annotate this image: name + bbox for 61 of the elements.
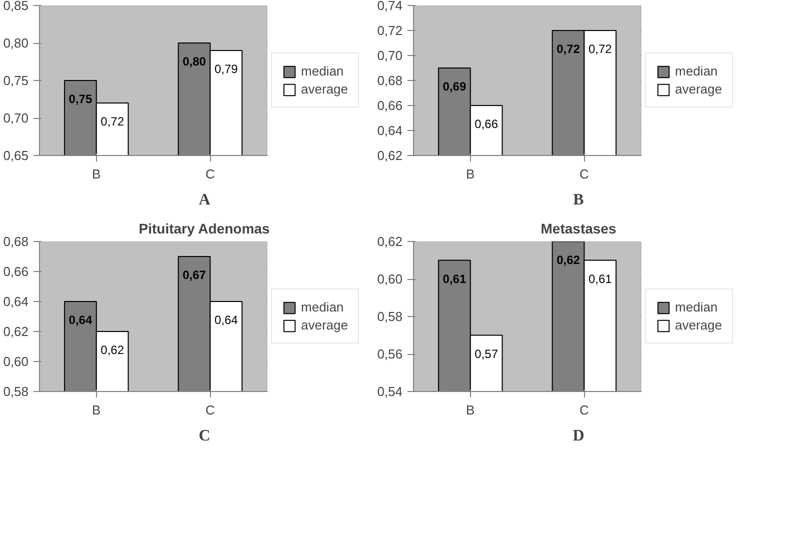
x-tick-label: C	[205, 402, 215, 418]
y-tick-label: 0,75	[3, 73, 29, 88]
text: D	[572, 428, 584, 444]
data-label: 0,57	[474, 346, 498, 361]
data-label: 0,61	[442, 272, 466, 286]
y-tick-label: 0,60	[377, 272, 403, 286]
y-tick-label: 0,66	[3, 264, 29, 279]
data-label: 0,61	[588, 272, 612, 286]
y-tick-label: 0,74	[377, 0, 403, 13]
data-label: 0,64	[68, 313, 92, 327]
data-label: 0,80	[182, 54, 206, 68]
legend-label: median	[301, 300, 344, 314]
text: C	[198, 428, 210, 444]
y-tick-label: 0,68	[377, 73, 403, 88]
x-tick-label: B	[466, 402, 475, 418]
data-label: 0,75	[68, 92, 92, 106]
chart-title: Metastases	[540, 220, 616, 236]
data-label: 0,64	[214, 313, 238, 327]
legend-label: average	[675, 318, 722, 332]
y-tick-label: 0,54	[377, 384, 403, 399]
data-label: 0,62	[556, 253, 580, 267]
x-tick-label: C	[205, 166, 215, 182]
y-tick-label: 0,80	[3, 36, 29, 50]
y-tick-label: 0,56	[377, 346, 403, 362]
data-label: 0,72	[100, 114, 124, 128]
x-tick-label: C	[579, 402, 589, 418]
legend-label: average	[301, 318, 348, 332]
chart-title: Pituitary Adenomas	[138, 220, 270, 236]
y-tick-label: 0,62	[377, 148, 403, 163]
y-tick-label: 0,70	[377, 48, 403, 63]
data-label: 0,67	[182, 268, 206, 282]
y-tick-label: 0,66	[377, 98, 403, 113]
data-label: 0,79	[214, 62, 238, 76]
data-label: 0,69	[442, 80, 466, 94]
data-label: 0,72	[588, 42, 612, 56]
y-tick-label: 0,64	[377, 123, 403, 138]
y-tick-label: 0,85	[3, 0, 29, 13]
x-tick-label: C	[579, 166, 589, 182]
data-label: 0,66	[474, 117, 498, 131]
y-tick-label: 0,70	[3, 110, 29, 126]
x-tick-label: B	[466, 166, 475, 182]
y-tick-label: 0,72	[377, 23, 403, 38]
data-label: 0,72	[556, 42, 580, 56]
text: A	[198, 192, 211, 208]
y-tick-label: 0,62	[377, 234, 403, 249]
y-tick-label: 0,62	[3, 324, 29, 339]
y-tick-label: 0,68	[3, 234, 29, 249]
y-tick-label: 0,60	[3, 354, 29, 369]
y-tick-label: 0,64	[3, 294, 29, 309]
text: B	[573, 192, 584, 208]
legend-label: median	[675, 64, 718, 78]
x-tick-label: B	[92, 402, 101, 418]
data-label: 0,62	[100, 343, 124, 357]
y-tick-label: 0,65	[3, 148, 29, 163]
y-tick-label: 0,58	[377, 309, 403, 324]
legend-label: average	[675, 82, 722, 96]
legend-label: median	[675, 300, 718, 314]
x-tick-label: B	[92, 166, 101, 182]
legend-label: average	[301, 82, 348, 96]
y-tick-label: 0,58	[3, 384, 29, 399]
legend-label: median	[301, 64, 344, 78]
